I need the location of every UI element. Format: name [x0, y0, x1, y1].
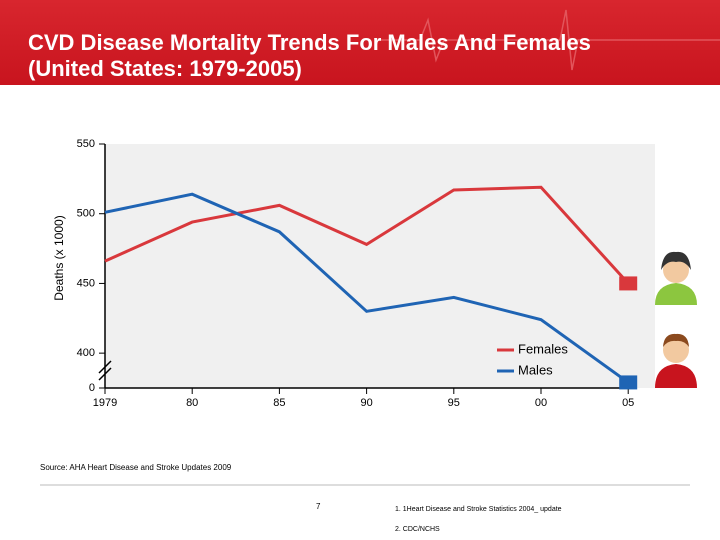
footnote: 1. 1Heart Disease and Stroke Statistics … — [395, 506, 562, 513]
x-tick-label: 80 — [186, 397, 198, 409]
x-tick-label: 1979 — [93, 397, 117, 409]
y-tick-label: 0 — [89, 382, 95, 394]
end-marker — [619, 276, 638, 291]
y-tick-label: 400 — [77, 347, 95, 359]
legend-label: Females — [518, 341, 568, 356]
y-tick-label: 500 — [77, 208, 95, 220]
ecg-decoration — [380, 9, 720, 71]
source: Source: AHA Heart Disease and Stroke Upd… — [40, 463, 232, 472]
x-tick-label: 95 — [448, 397, 460, 409]
axis-break — [98, 367, 112, 381]
y-axis-label: Deaths (x 1000) — [52, 215, 66, 300]
footnote: 2. CDC/NCHS — [395, 526, 440, 533]
end-marker — [619, 375, 638, 390]
x-tick-label: 05 — [622, 397, 634, 409]
male-icon — [655, 333, 697, 388]
x-tick-label: 90 — [360, 397, 372, 409]
title: CVD Disease Mortality Trends For Males A… — [28, 30, 591, 55]
x-tick-label: 85 — [273, 397, 285, 409]
plot-area — [105, 144, 655, 388]
legend-label: Males — [518, 362, 553, 377]
header-band — [0, 0, 720, 85]
axis-break — [98, 360, 112, 374]
series-line — [104, 192, 630, 384]
y-tick-label: 550 — [77, 138, 95, 150]
page-number: 7 — [316, 502, 321, 511]
female-icon — [655, 251, 697, 305]
y-tick-label: 450 — [77, 277, 95, 289]
series-line — [104, 185, 630, 285]
title: (United States: 1979-2005) — [28, 56, 302, 81]
x-tick-label: 00 — [535, 397, 547, 409]
